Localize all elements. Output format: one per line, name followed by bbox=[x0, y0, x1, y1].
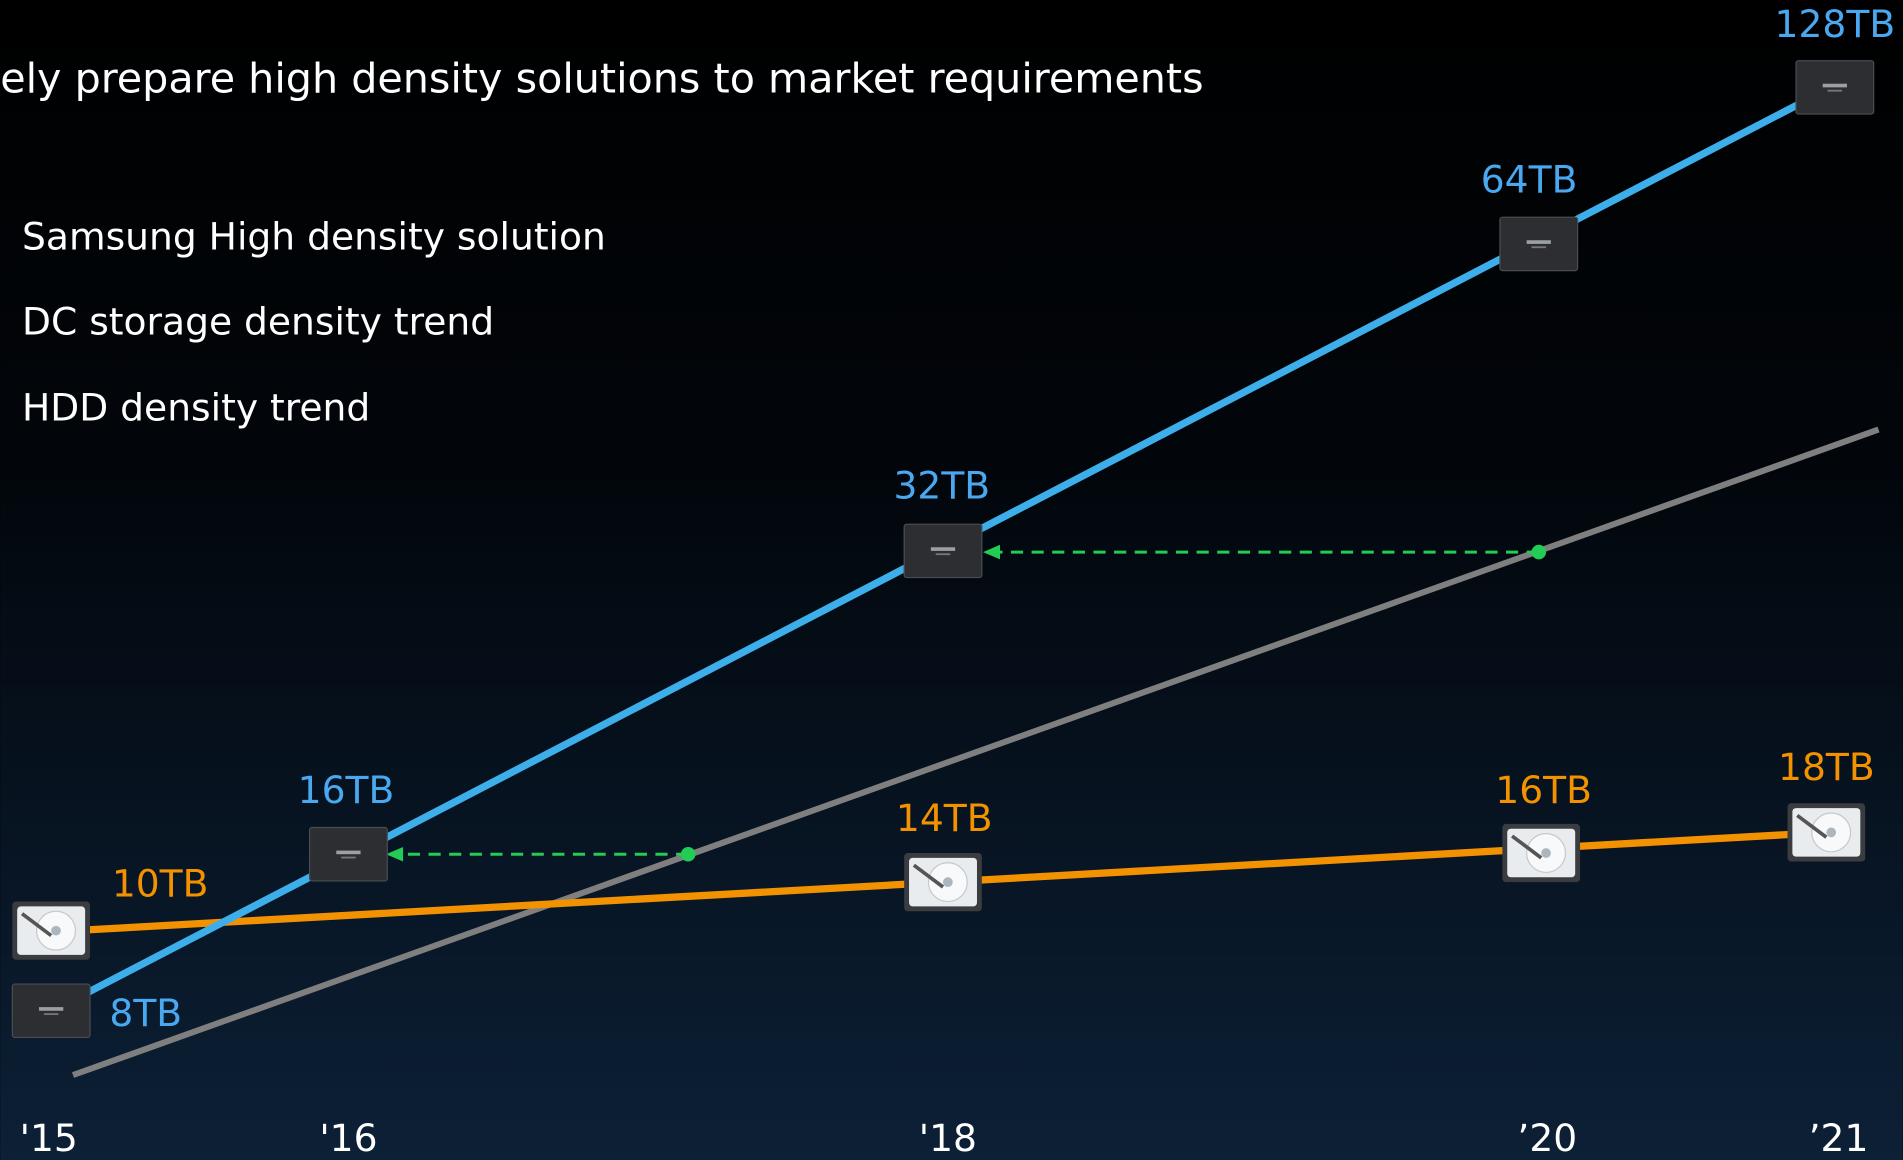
subtitle: ely prepare high density solutions to ma… bbox=[0, 54, 1203, 102]
x-tick-label: '16 bbox=[319, 1116, 377, 1160]
x-tick-label: '18 bbox=[919, 1116, 977, 1160]
legend-entry: DC storage density trend bbox=[22, 299, 494, 343]
dc-trend-line bbox=[71, 426, 1880, 1078]
hdd-icon bbox=[1500, 822, 1582, 884]
ssd-icon bbox=[309, 826, 388, 882]
ssd-icon bbox=[1795, 60, 1875, 115]
x-tick-label: ’21 bbox=[1809, 1116, 1869, 1160]
capacity-label: 8TB bbox=[109, 991, 182, 1035]
ssd-icon bbox=[1499, 216, 1579, 272]
legend-entry: Samsung High density solution bbox=[22, 215, 606, 259]
capacity-label: 18TB bbox=[1778, 745, 1875, 789]
x-tick-label: ’20 bbox=[1517, 1116, 1577, 1160]
capacity-label: 128TB bbox=[1775, 2, 1896, 46]
capacity-label: 10TB bbox=[112, 861, 209, 905]
hdd-icon bbox=[902, 851, 984, 914]
x-tick-label: '15 bbox=[20, 1116, 78, 1160]
ssd-icon bbox=[903, 523, 983, 579]
capacity-label: 16TB bbox=[1495, 768, 1592, 812]
hdd-icon bbox=[1785, 801, 1868, 864]
legend-entry: HDD density trend bbox=[22, 386, 370, 430]
ssd-icon bbox=[11, 983, 91, 1039]
capacity-label: 14TB bbox=[896, 796, 993, 840]
arrow bbox=[386, 846, 696, 862]
hdd-icon bbox=[10, 899, 92, 962]
arrow bbox=[983, 544, 1547, 560]
capacity-label: 16TB bbox=[298, 768, 395, 812]
capacity-label: 64TB bbox=[1481, 158, 1578, 202]
capacity-label: 32TB bbox=[893, 463, 990, 507]
